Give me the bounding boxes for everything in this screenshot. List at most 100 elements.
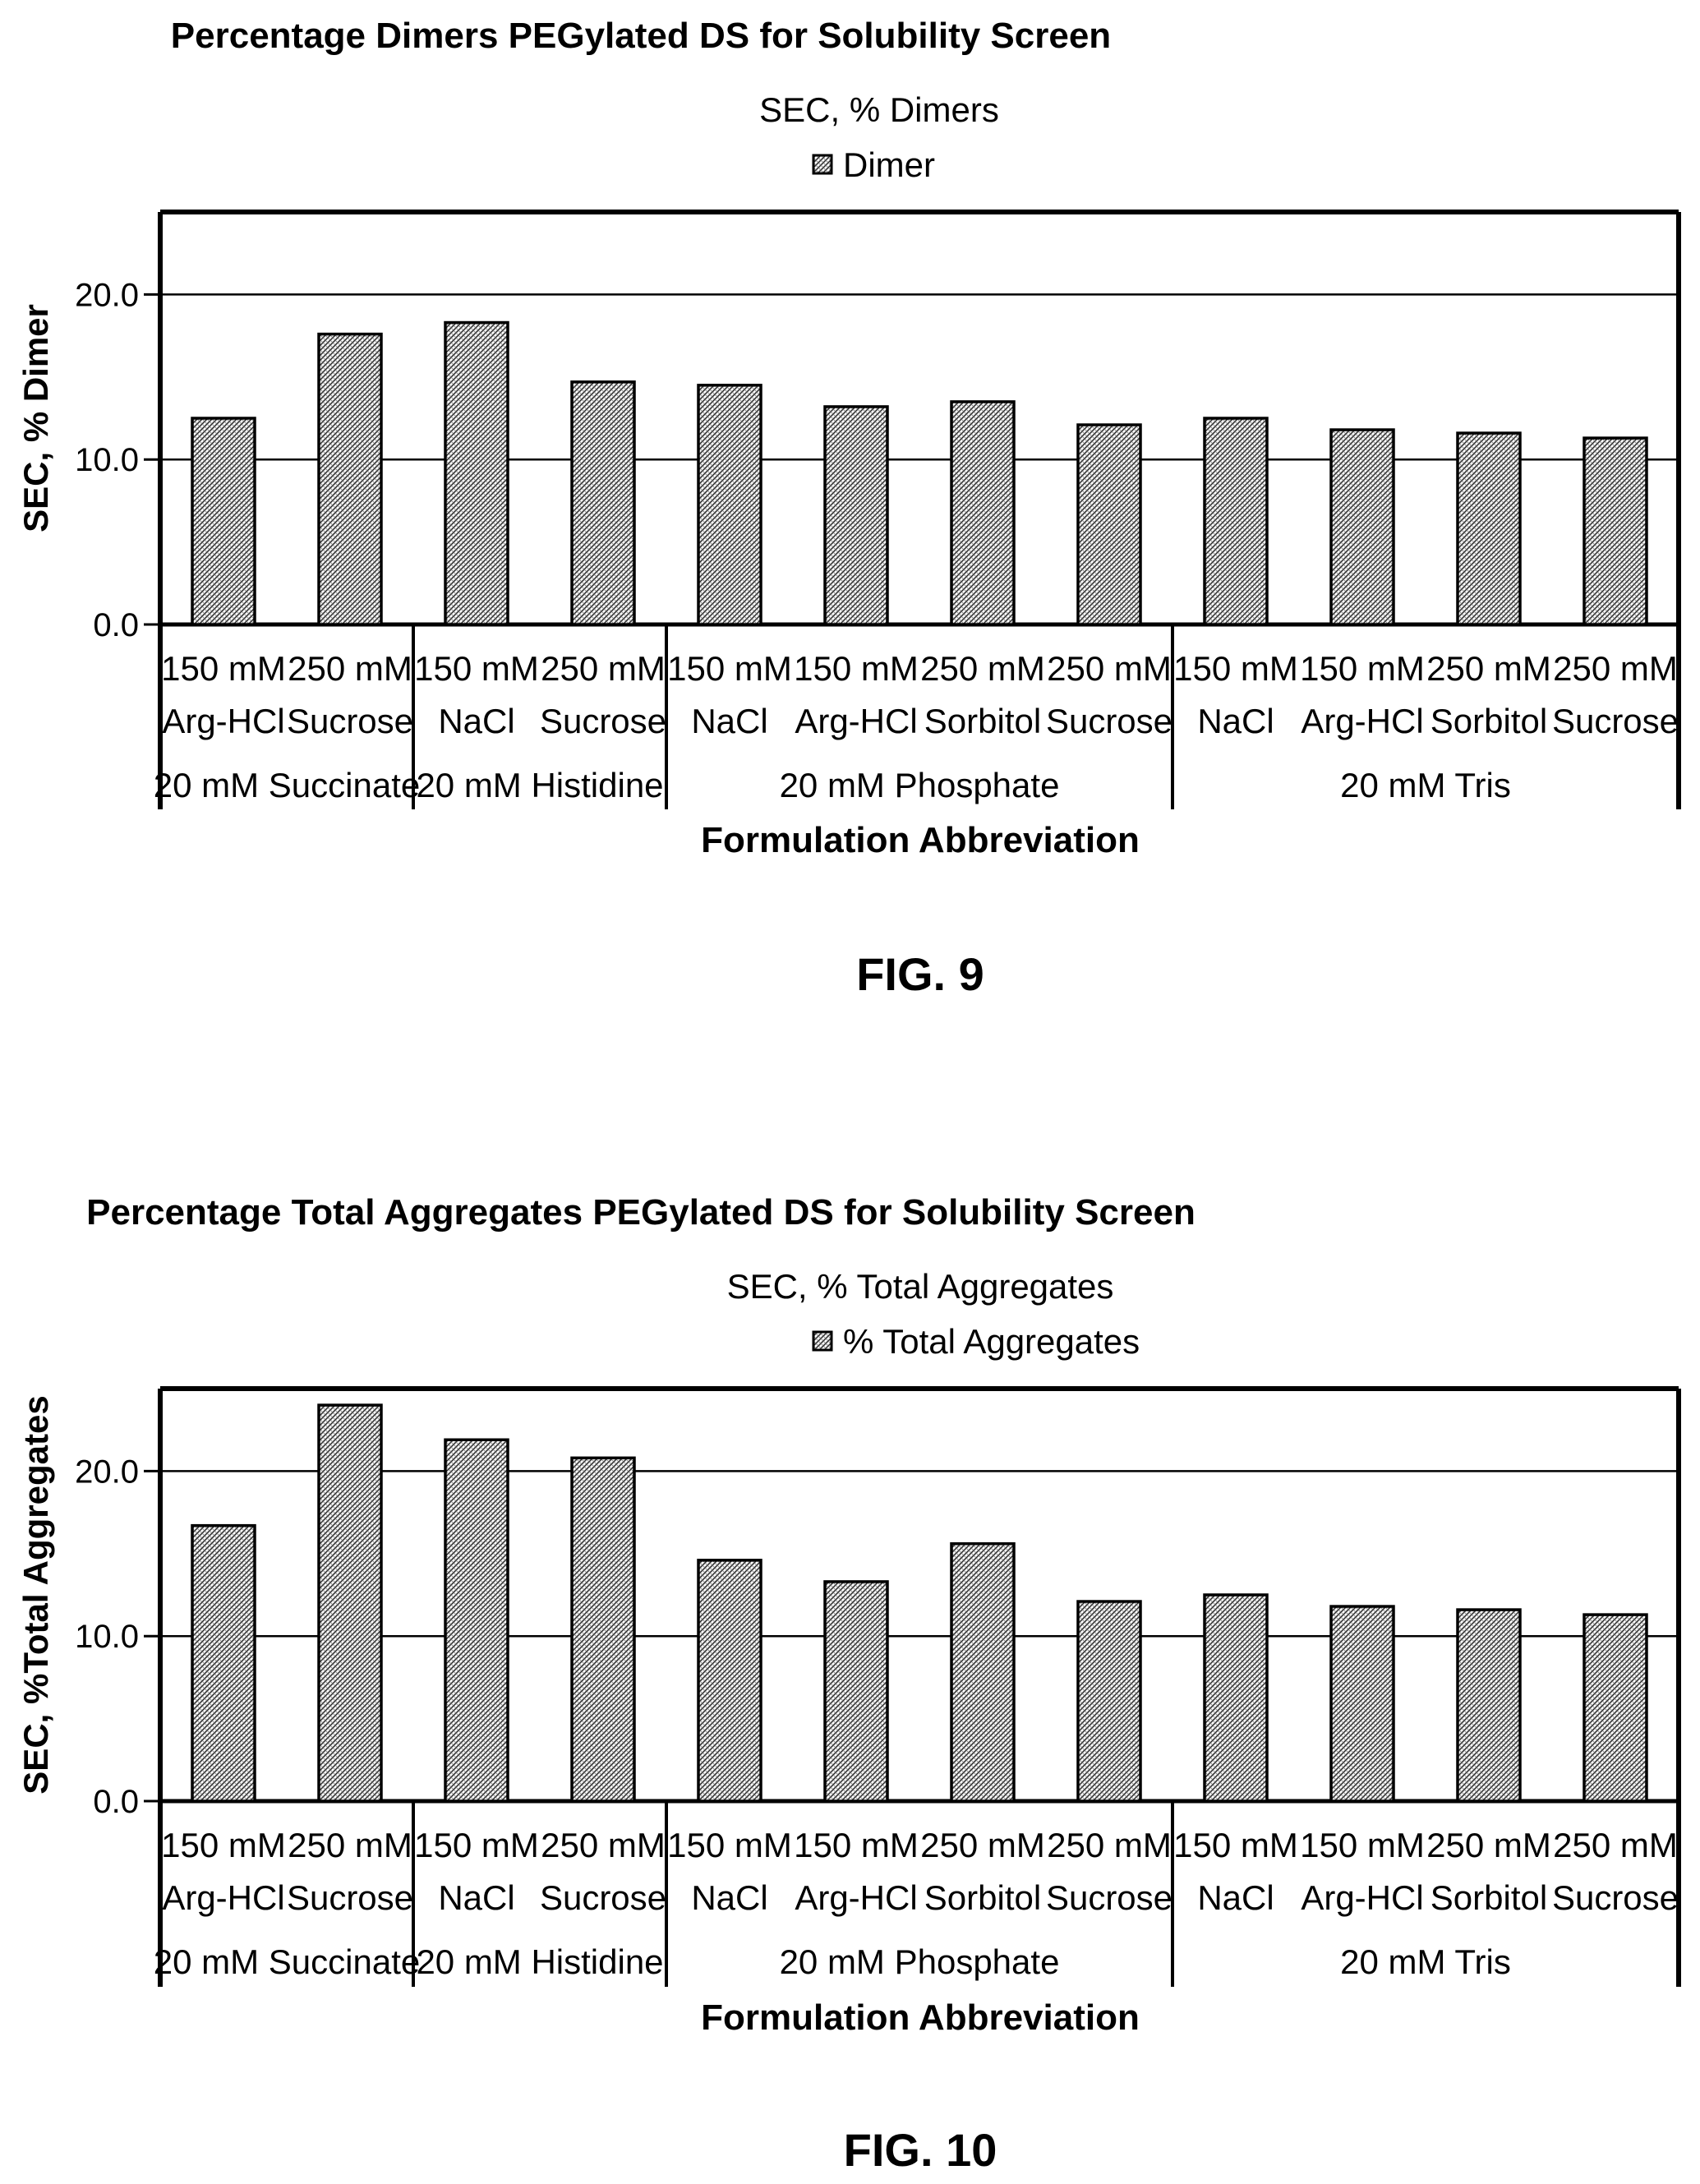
x-category-label-line2: Arg-HCl [795,1878,917,1917]
bar [1456,1608,1522,1803]
figure-label: FIG. 10 [844,2124,997,2176]
x-category-label-line2: Sucrose [1552,1878,1679,1917]
x-category-label-line1: 150 mM [1173,1826,1298,1864]
bar [1583,436,1648,626]
x-category-label-line1: 150 mM [1300,649,1425,688]
x-group-label: 20 mM Tris [1340,766,1511,804]
x-category-label-line2: Arg-HCl [795,702,917,740]
x-category-label-line1: 150 mM [794,649,919,688]
y-tick-label: 20.0 [75,277,139,313]
x-category-label-line2: Sucrose [1046,702,1172,740]
x-axis-label: Formulation Abbreviation [701,1997,1140,2038]
x-category-label-line2: NaCl [1197,702,1274,740]
x-group-label: 20 mM Histidine [416,766,663,804]
x-category-label-line2: Arg-HCl [1301,1878,1423,1917]
legend-swatch [812,154,833,175]
x-category-label-line2: Sucrose [1046,1878,1172,1917]
bar [823,1580,889,1803]
x-category-label-line1: 150 mM [667,649,792,688]
bar [570,380,636,626]
bar [1203,1593,1269,1803]
x-category-label-line1: 250 mM [541,1826,666,1864]
bar [1329,428,1395,626]
x-category-label-line2: Sucrose [540,1878,666,1917]
x-category-label-line2: Arg-HCl [162,1878,284,1917]
x-category-label-line2: NaCl [691,702,767,740]
x-category-label-line2: Sorbitol [1430,1878,1547,1917]
x-category-label-line2: Sucrose [287,702,413,740]
bar [1583,1613,1648,1803]
figure-label: FIG. 9 [856,948,984,1000]
y-tick-label: 0.0 [93,607,139,643]
x-category-label-line1: 250 mM [1426,649,1551,688]
x-group-label: 20 mM Phosphate [780,766,1060,804]
x-category-label-line1: 250 mM [920,1826,1045,1864]
x-category-label-line1: 250 mM [541,649,666,688]
chart-title: Percentage Dimers PEGylated DS for Solub… [171,16,1111,56]
bar [697,384,762,626]
x-category-label-line1: 250 mM [920,649,1045,688]
x-category-label-line2: NaCl [438,1878,514,1917]
x-category-label-line2: Sorbitol [924,1878,1041,1917]
x-category-label-line2: NaCl [1197,1878,1274,1917]
legend-swatch [812,1330,833,1352]
x-category-label-line2: NaCl [691,1878,767,1917]
x-group-label: 20 mM Histidine [416,1942,663,1981]
x-category-label-line1: 150 mM [1300,1826,1425,1864]
x-category-label-line2: NaCl [438,702,514,740]
bar [950,400,1016,626]
x-category-label-line2: Sorbitol [924,702,1041,740]
x-group-label: 20 mM Succinate [154,1942,420,1981]
bar [1076,423,1142,626]
y-tick-label: 20.0 [75,1454,139,1490]
x-category-label-line2: Sorbitol [1430,702,1547,740]
bar [570,1456,636,1803]
x-category-label-line1: 150 mM [414,649,539,688]
y-tick-label: 10.0 [75,442,139,478]
x-category-label-line2: Sucrose [287,1878,413,1917]
y-axis-label: SEC, % Dimer [16,304,55,532]
x-category-label-line1: 150 mM [414,1826,539,1864]
x-category-label-line2: Arg-HCl [162,702,284,740]
x-category-label-line1: 150 mM [161,1826,286,1864]
x-group-label: 20 mM Succinate [154,766,420,804]
x-category-label-line1: 250 mM [288,649,412,688]
x-group-label: 20 mM Tris [1340,1942,1511,1981]
bar [317,332,383,626]
chart-subtitle: SEC, % Dimers [759,90,999,129]
x-category-label-line1: 150 mM [667,1826,792,1864]
legend-label: % Total Aggregates [843,1322,1140,1361]
bar [191,1523,256,1803]
bar [444,320,509,626]
x-category-label-line1: 250 mM [1553,1826,1678,1864]
x-category-label-line1: 150 mM [794,1826,919,1864]
y-tick-label: 10.0 [75,1619,139,1655]
x-category-label-line2: Sucrose [540,702,666,740]
bar [1329,1605,1395,1803]
bar [444,1438,509,1803]
chart-subtitle: SEC, % Total Aggregates [727,1267,1114,1306]
bar [1203,417,1269,626]
bar [191,417,256,626]
x-category-label-line1: 150 mM [161,649,286,688]
legend-label: Dimer [843,145,935,184]
x-category-label-line1: 250 mM [288,1826,412,1864]
x-category-label-line1: 250 mM [1426,1826,1551,1864]
bar [317,1403,383,1803]
y-axis-label: SEC, %Total Aggregates [16,1395,55,1794]
x-category-label-line1: 250 mM [1047,1826,1172,1864]
bar [950,1542,1016,1803]
x-category-label-line1: 150 mM [1173,649,1298,688]
x-group-label: 20 mM Phosphate [780,1942,1060,1981]
x-category-label-line1: 250 mM [1553,649,1678,688]
x-category-label-line2: Arg-HCl [1301,702,1423,740]
x-category-label-line2: Sucrose [1552,702,1679,740]
bar [1076,1600,1142,1803]
bar [1456,431,1522,626]
chart-title: Percentage Total Aggregates PEGylated DS… [86,1192,1196,1233]
x-axis-label: Formulation Abbreviation [701,820,1140,860]
x-category-label-line1: 250 mM [1047,649,1172,688]
bar [697,1559,762,1803]
y-tick-label: 0.0 [93,1784,139,1820]
